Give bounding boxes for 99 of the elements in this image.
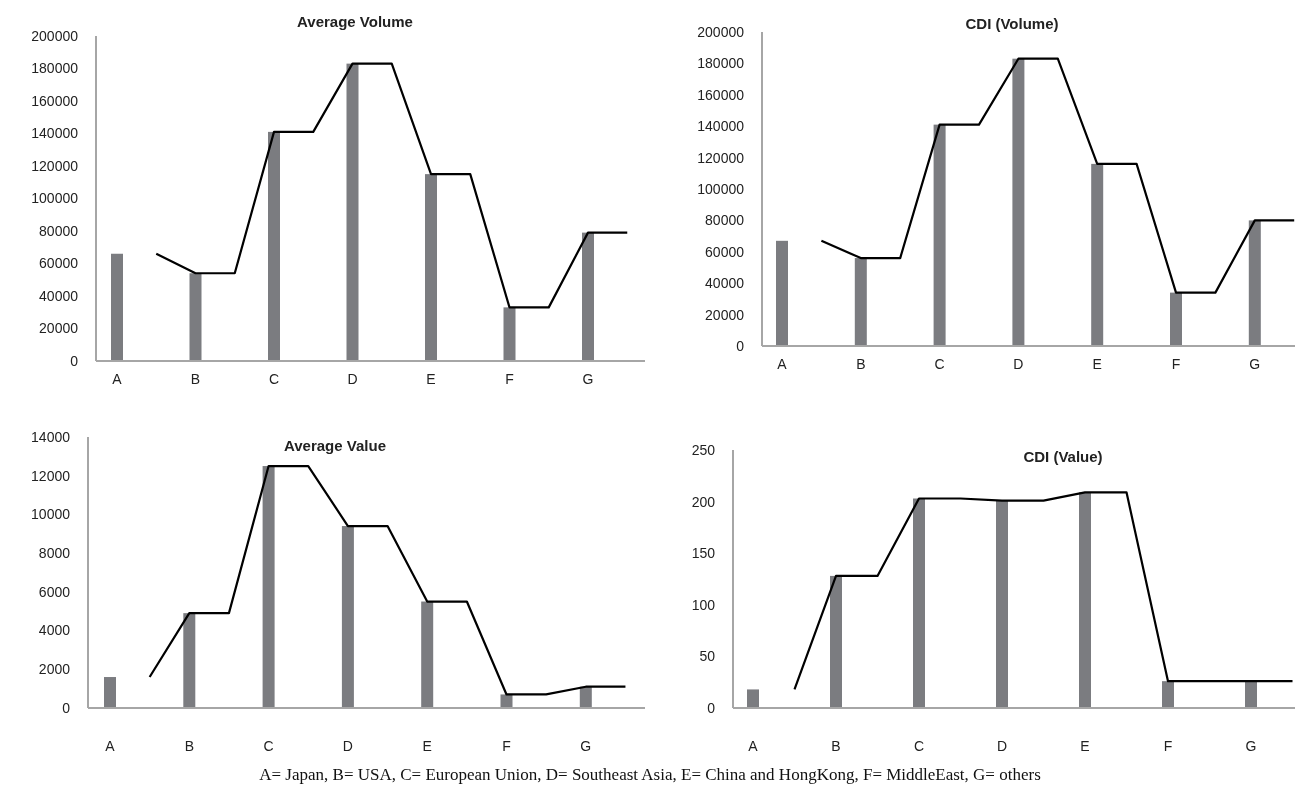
- y-tick-label: 0: [707, 699, 716, 716]
- y-tick-label: 40000: [39, 287, 79, 304]
- bar: [111, 253, 123, 361]
- bar: [1170, 292, 1182, 346]
- x-tick-label: D: [996, 737, 1008, 754]
- line-series: [155, 62, 629, 309]
- text: A= Japan, B= USA, C= European Union, D= Southeast Asia, E= China and HongKong, F= MiddleEast, G= others: [259, 764, 1041, 784]
- y-tick-label: 180000: [31, 60, 79, 77]
- x-tick-label: C: [268, 370, 280, 387]
- x-tick-label: D: [1013, 355, 1024, 372]
- x-tick-label: D: [342, 737, 353, 754]
- chart-title: CDI (Value): [1023, 448, 1103, 466]
- bar: [747, 689, 759, 708]
- bar: [996, 500, 1008, 708]
- y-tick-label: 250: [691, 441, 716, 458]
- y-tick-label: 2000: [38, 661, 71, 678]
- x-tick-label: A: [777, 355, 788, 372]
- bar: [183, 613, 196, 708]
- y-tick-label: 140000: [31, 125, 79, 142]
- bar: [1091, 163, 1104, 346]
- x-tick-label: C: [934, 355, 945, 372]
- x-tick-label: G: [1249, 355, 1261, 372]
- bar: [582, 232, 594, 361]
- chart-title: Average Volume: [297, 13, 413, 31]
- y-tick-label: 80000: [705, 212, 745, 229]
- y-tick-label: 4000: [38, 622, 71, 639]
- y-tick-label: 100: [691, 596, 716, 613]
- x-tick-label: F: [502, 737, 511, 754]
- y-tick-label: 100000: [697, 180, 745, 197]
- y-tick-label: 12000: [31, 467, 71, 484]
- y-tick-label: 160000: [31, 92, 79, 109]
- x-tick-label: B: [190, 370, 201, 387]
- line-series: [148, 464, 627, 696]
- y-tick-label: 6000: [38, 583, 71, 600]
- chart-title: Average Value: [283, 437, 387, 455]
- bar: [262, 466, 275, 708]
- x-tick-label: C: [913, 737, 925, 754]
- x-tick-label: F: [1171, 355, 1181, 372]
- x-tick-label: E: [426, 370, 436, 387]
- bar: [830, 575, 842, 708]
- x-tick-label: E: [422, 737, 432, 754]
- y-tick-label: 140000: [697, 118, 745, 135]
- bar: [854, 258, 867, 346]
- x-tick-label: D: [347, 370, 358, 387]
- y-tick-label: 0: [736, 337, 745, 354]
- bar: [425, 174, 437, 361]
- x-tick-label: E: [1080, 737, 1090, 754]
- bar: [1248, 220, 1261, 346]
- x-tick-label: F: [1163, 737, 1173, 754]
- chart-title: CDI (Volume): [965, 15, 1059, 33]
- x-tick-label: B: [856, 355, 866, 372]
- y-tick-label: 50: [699, 648, 716, 665]
- y-tick-label: 60000: [39, 255, 79, 272]
- x-tick-label: E: [1092, 355, 1102, 372]
- bar: [503, 307, 516, 361]
- bar: [913, 498, 925, 708]
- x-tick-label: G: [580, 737, 592, 754]
- x-tick-label: B: [831, 737, 841, 754]
- y-tick-label: 20000: [39, 320, 79, 337]
- y-tick-label: 60000: [705, 243, 745, 260]
- x-tick-label: A: [748, 737, 759, 754]
- bar: [1162, 681, 1174, 708]
- x-tick-label: A: [112, 370, 123, 387]
- y-tick-label: 200000: [697, 23, 745, 40]
- y-tick-label: 120000: [31, 157, 79, 174]
- x-tick-label: B: [184, 737, 194, 754]
- y-tick-label: 80000: [39, 222, 79, 239]
- y-tick-label: 20000: [705, 306, 745, 323]
- y-tick-label: 100000: [31, 190, 79, 207]
- y-tick-label: 0: [62, 699, 71, 716]
- y-tick-label: 200000: [31, 27, 79, 44]
- bar: [189, 273, 202, 361]
- x-tick-label: A: [105, 737, 116, 754]
- bar: [346, 63, 359, 361]
- x-tick-label: G: [582, 370, 594, 387]
- y-tick-label: 150: [691, 545, 716, 562]
- bar: [1245, 681, 1257, 708]
- y-tick-label: 160000: [697, 86, 745, 103]
- y-tick-label: 10000: [31, 506, 71, 523]
- bar: [1079, 492, 1091, 708]
- x-tick-label: G: [1245, 737, 1257, 754]
- bar: [1012, 58, 1025, 346]
- bar: [933, 124, 946, 346]
- x-tick-label: C: [263, 737, 274, 754]
- bar: [104, 677, 116, 708]
- y-tick-label: 8000: [38, 545, 71, 562]
- bar: [421, 601, 434, 708]
- y-tick-label: 14000: [31, 428, 71, 445]
- y-tick-label: 120000: [697, 149, 745, 166]
- line-series: [820, 57, 1296, 294]
- y-tick-label: 0: [70, 352, 79, 369]
- x-tick-label: F: [505, 370, 514, 387]
- y-tick-label: 40000: [705, 275, 745, 292]
- bar: [776, 240, 788, 346]
- bar: [268, 131, 280, 361]
- bar: [341, 526, 354, 708]
- line-series: [793, 491, 1294, 691]
- y-tick-label: 200: [691, 493, 716, 510]
- y-tick-label: 180000: [697, 55, 745, 72]
